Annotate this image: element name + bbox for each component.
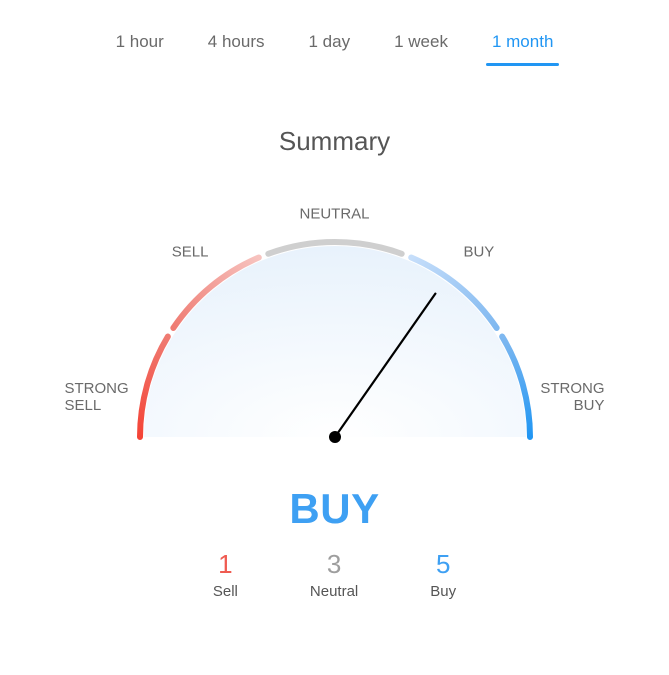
gauge-label-buy: BUY	[463, 243, 494, 260]
gauge: STRONGSELL SELL NEUTRAL BUY STRONGBUY	[55, 167, 615, 467]
timeframe-tabs: 1 hour 4 hours 1 day 1 week 1 month	[0, 0, 669, 66]
count-neutral: 3 Neutral	[310, 551, 358, 600]
root: 1 hour 4 hours 1 day 1 week 1 month Summ…	[0, 0, 669, 600]
count-sell-value: 1	[213, 551, 238, 577]
count-buy-value: 5	[430, 551, 456, 577]
counts-row: 1 Sell 3 Neutral 5 Buy	[0, 551, 669, 600]
gauge-label-neutral: NEUTRAL	[299, 205, 369, 222]
count-neutral-value: 3	[310, 551, 358, 577]
gauge-label-strong-buy: STRONGBUY	[540, 380, 604, 415]
tab-1month[interactable]: 1 month	[490, 24, 555, 66]
tab-1day[interactable]: 1 day	[307, 24, 353, 66]
summary-title: Summary	[0, 126, 669, 157]
count-neutral-label: Neutral	[310, 583, 358, 600]
gauge-label-strong-sell: STRONGSELL	[65, 380, 129, 415]
tab-1hour[interactable]: 1 hour	[114, 24, 166, 66]
gauge-label-sell: SELL	[172, 243, 209, 260]
count-sell: 1 Sell	[213, 551, 238, 600]
tab-4hours[interactable]: 4 hours	[206, 24, 267, 66]
count-sell-label: Sell	[213, 583, 238, 600]
count-buy-label: Buy	[430, 583, 456, 600]
count-buy: 5 Buy	[430, 551, 456, 600]
tab-1week[interactable]: 1 week	[392, 24, 450, 66]
verdict-text: BUY	[0, 485, 669, 533]
